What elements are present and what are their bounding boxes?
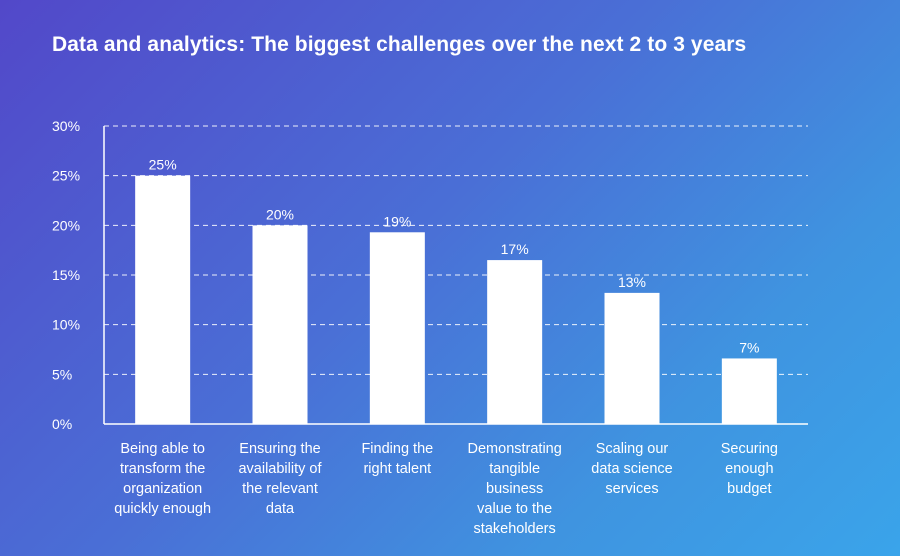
x-tick-label: Ensuring the (239, 441, 320, 457)
bar (604, 292, 660, 424)
x-tick-label: budget (727, 481, 771, 497)
data-label: 7% (739, 339, 759, 355)
bar (487, 260, 543, 424)
y-tick-label: 10% (52, 317, 80, 333)
data-label: 13% (618, 274, 646, 290)
x-tick-label: Demonstrating (468, 441, 562, 457)
y-tick-label: 15% (52, 267, 80, 283)
y-tick-label: 5% (52, 366, 72, 382)
x-tick-label: Scaling our (596, 441, 669, 457)
x-tick-label: services (605, 481, 658, 497)
y-tick-label: 25% (52, 168, 80, 184)
bar (135, 175, 191, 424)
data-label: 20% (266, 206, 294, 222)
x-tick-label: value to the (477, 501, 552, 517)
bar (369, 232, 425, 424)
chart-title: Data and analytics: The biggest challeng… (52, 33, 747, 56)
x-tick-label: right talent (363, 461, 431, 477)
x-tick-label: transform the (120, 461, 205, 477)
x-tick-label: enough (725, 461, 773, 477)
x-tick-label: quickly enough (114, 501, 211, 517)
bar (252, 225, 308, 424)
x-tick-label: availability of (238, 461, 322, 477)
data-label: 19% (383, 213, 411, 229)
x-tick-label: Finding the (361, 441, 433, 457)
x-tick-label: the relevant (242, 481, 318, 497)
data-label: 25% (149, 157, 177, 173)
x-tick-label: data (266, 501, 295, 517)
x-tick-label: data science (591, 461, 672, 477)
x-tick-label: Being able to (120, 441, 205, 457)
x-tick-label: Securing (721, 441, 778, 457)
y-tick-label: 0% (52, 416, 72, 432)
x-tick-label: organization (123, 481, 202, 497)
x-tick-label: business (486, 481, 543, 497)
y-tick-label: 20% (52, 217, 80, 233)
y-tick-label: 30% (52, 118, 80, 134)
data-label: 17% (501, 241, 529, 257)
bar (721, 358, 777, 424)
x-tick-label: stakeholders (474, 521, 556, 537)
x-tick-label: tangible (489, 461, 540, 477)
